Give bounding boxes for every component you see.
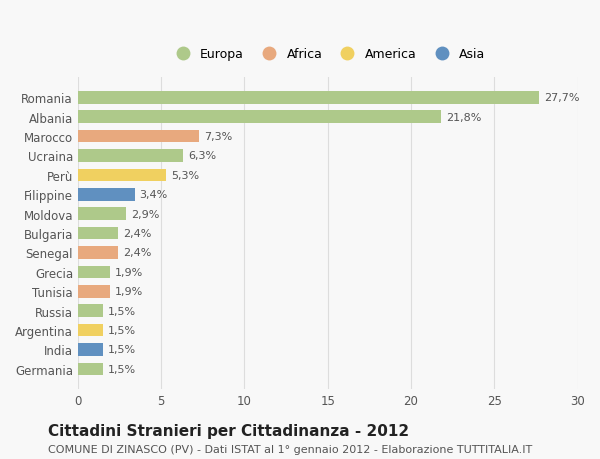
- Bar: [78, 324, 103, 336]
- Bar: [78, 111, 441, 124]
- Bar: [78, 150, 183, 162]
- Text: 5,3%: 5,3%: [171, 170, 199, 180]
- Text: 1,5%: 1,5%: [108, 364, 136, 374]
- Bar: [78, 130, 199, 143]
- Text: 3,4%: 3,4%: [139, 190, 168, 200]
- Text: 1,9%: 1,9%: [115, 286, 143, 297]
- Text: 21,8%: 21,8%: [446, 112, 481, 123]
- Bar: [78, 363, 103, 375]
- Bar: [78, 189, 134, 201]
- Text: Cittadini Stranieri per Cittadinanza - 2012: Cittadini Stranieri per Cittadinanza - 2…: [48, 423, 409, 438]
- Text: 2,4%: 2,4%: [123, 229, 151, 239]
- Text: 1,9%: 1,9%: [115, 267, 143, 277]
- Bar: [78, 343, 103, 356]
- Legend: Europa, Africa, America, Asia: Europa, Africa, America, Asia: [165, 43, 490, 66]
- Bar: [78, 266, 110, 279]
- Text: COMUNE DI ZINASCO (PV) - Dati ISTAT al 1° gennaio 2012 - Elaborazione TUTTITALIA: COMUNE DI ZINASCO (PV) - Dati ISTAT al 1…: [48, 444, 532, 454]
- Text: 2,9%: 2,9%: [131, 209, 160, 219]
- Text: 6,3%: 6,3%: [188, 151, 216, 161]
- Text: 7,3%: 7,3%: [205, 132, 233, 142]
- Bar: [78, 227, 118, 240]
- Text: 1,5%: 1,5%: [108, 345, 136, 355]
- Text: 1,5%: 1,5%: [108, 306, 136, 316]
- Bar: [78, 246, 118, 259]
- Text: 27,7%: 27,7%: [544, 93, 580, 103]
- Bar: [78, 208, 126, 220]
- Bar: [78, 169, 166, 182]
- Text: 2,4%: 2,4%: [123, 248, 151, 258]
- Bar: [78, 285, 110, 298]
- Bar: [78, 305, 103, 317]
- Bar: [78, 92, 539, 104]
- Text: 1,5%: 1,5%: [108, 325, 136, 336]
